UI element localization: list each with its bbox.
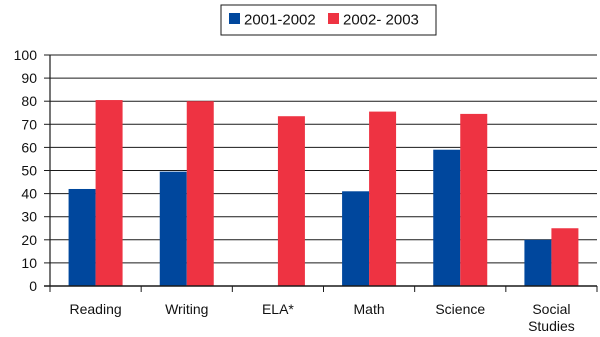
legend-swatch	[229, 13, 240, 24]
y-tick-label: 30	[21, 209, 37, 225]
y-tick-label: 100	[14, 47, 38, 63]
y-axis: 0 10 20 30 40 50 60 70 80 90 100	[14, 47, 51, 294]
y-tick-label: 50	[21, 163, 37, 179]
legend-swatch	[328, 13, 339, 24]
x-category-label-line: Math	[354, 301, 385, 317]
bar-science-2001-2002	[433, 149, 461, 286]
x-category-label-line: Reading	[70, 301, 122, 317]
x-category-label: Reading	[70, 301, 122, 317]
x-category-label-line: Social	[532, 301, 570, 317]
bar-ela-2002-2003	[277, 116, 305, 286]
bar-science-2002-2003	[460, 113, 488, 286]
bar-reading-2001-2002	[68, 188, 96, 286]
bars	[68, 100, 579, 286]
bar-math-2001-2002	[342, 191, 370, 286]
x-category-label: Social Studies	[528, 301, 575, 334]
x-category-label: Science	[435, 301, 485, 317]
x-category-label-line: Science	[435, 301, 485, 317]
bar-writing-2001-2002	[159, 171, 187, 286]
y-tick-label: 40	[21, 186, 37, 202]
x-category-label-line: ELA*	[262, 301, 294, 317]
y-tick-label: 90	[21, 70, 37, 86]
gridlines	[50, 54, 597, 264]
bar-writing-2002-2003	[186, 101, 214, 286]
bar-math-2002-2003	[369, 111, 397, 286]
y-tick-label: 20	[21, 232, 37, 248]
bar-social-studies-2002-2003	[551, 228, 579, 286]
x-category-label-line: Writing	[165, 301, 208, 317]
y-tick-label: 70	[21, 116, 37, 132]
y-tick-label: 10	[21, 255, 37, 271]
legend-label: 2002- 2003	[343, 12, 419, 29]
y-tick-label: 60	[21, 139, 37, 155]
legend-label: 2001-2002	[244, 12, 316, 29]
legend: 2001-2002 2002- 2003	[220, 4, 437, 36]
x-category-label: Math	[354, 301, 385, 317]
y-tick-label: 80	[21, 93, 37, 109]
x-axis: Reading Writing ELA* Math Science Social Studi…	[44, 285, 598, 334]
bar-reading-2002-2003	[95, 100, 123, 286]
x-category-label: ELA*	[262, 301, 294, 317]
x-category-label: Writing	[165, 301, 208, 317]
x-category-label-line: Studies	[528, 318, 575, 334]
y-tick-label: 0	[29, 278, 37, 294]
bar-social-studies-2001-2002	[524, 239, 552, 286]
